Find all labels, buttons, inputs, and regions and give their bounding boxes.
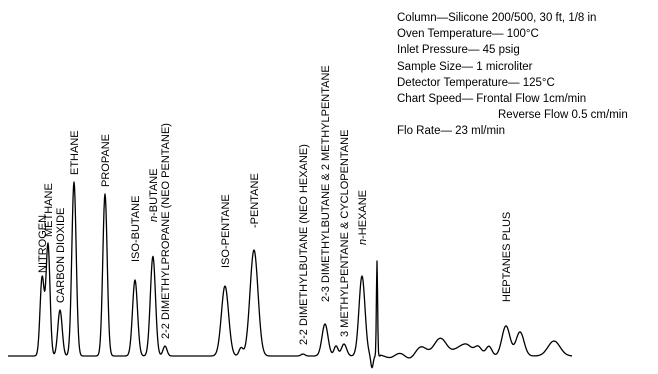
flo-rate-condition: Flo Rate— 23 ml/min [397,125,506,138]
peak-label-2: METHANE [43,183,55,237]
peak-label-4: ETHANE [69,130,81,175]
operating-conditions: Column—Silicone 200/500, 30 ft, 1/8 in O… [397,10,657,140]
peak-label-11: 2-2 DIMETHYLBUTANE (NEO HEXANE) [298,144,310,345]
peak-label-3: CARBON DIOXIDE [55,208,67,303]
peak-label-12: 2-3 DIMETHYLBUTANE & 2 METHYLPENTANE [320,65,332,302]
sample-size-condition: Sample Size— 1 microliter [397,60,533,73]
peak-label-5: PROPANE [100,134,112,187]
peak-label-9: ISO-PENTANE [220,194,232,268]
peak-label-13: 3 METHYLPENTANE & CYCLOPENTANE [339,130,351,337]
peak-label-15: HEPTANES PLUS [501,212,513,302]
inlet-pressure-condition: Inlet Pressure— 45 psig [397,44,520,57]
oven-temperature-condition: Oven Temperature— 100°C [397,28,539,41]
peak-label-7: n-BUTANE [148,168,160,222]
peak-label-1: NITROGEN [37,215,49,273]
peak-label-14: n-HEXANE [357,190,369,245]
chart-speed-reverse-condition: Reverse Flow 0.5 cm/min [498,109,628,122]
peak-label-6: ISO-BUTANE [130,196,142,262]
column-condition: Column—Silicone 200/500, 30 ft, 1/8 in [397,12,597,24]
chromatogram-trace [7,181,573,369]
peak-label-8: 2-2 DIMETHYLPROPANE (NEO PENTANE) [160,123,172,339]
peak-label-10: -PENTANE [249,173,261,228]
chart-speed-condition: Chart Speed— Frontal Flow 1cm/min [397,93,587,106]
detector-temperature-condition: Detector Temperature— 125°C [397,76,555,89]
